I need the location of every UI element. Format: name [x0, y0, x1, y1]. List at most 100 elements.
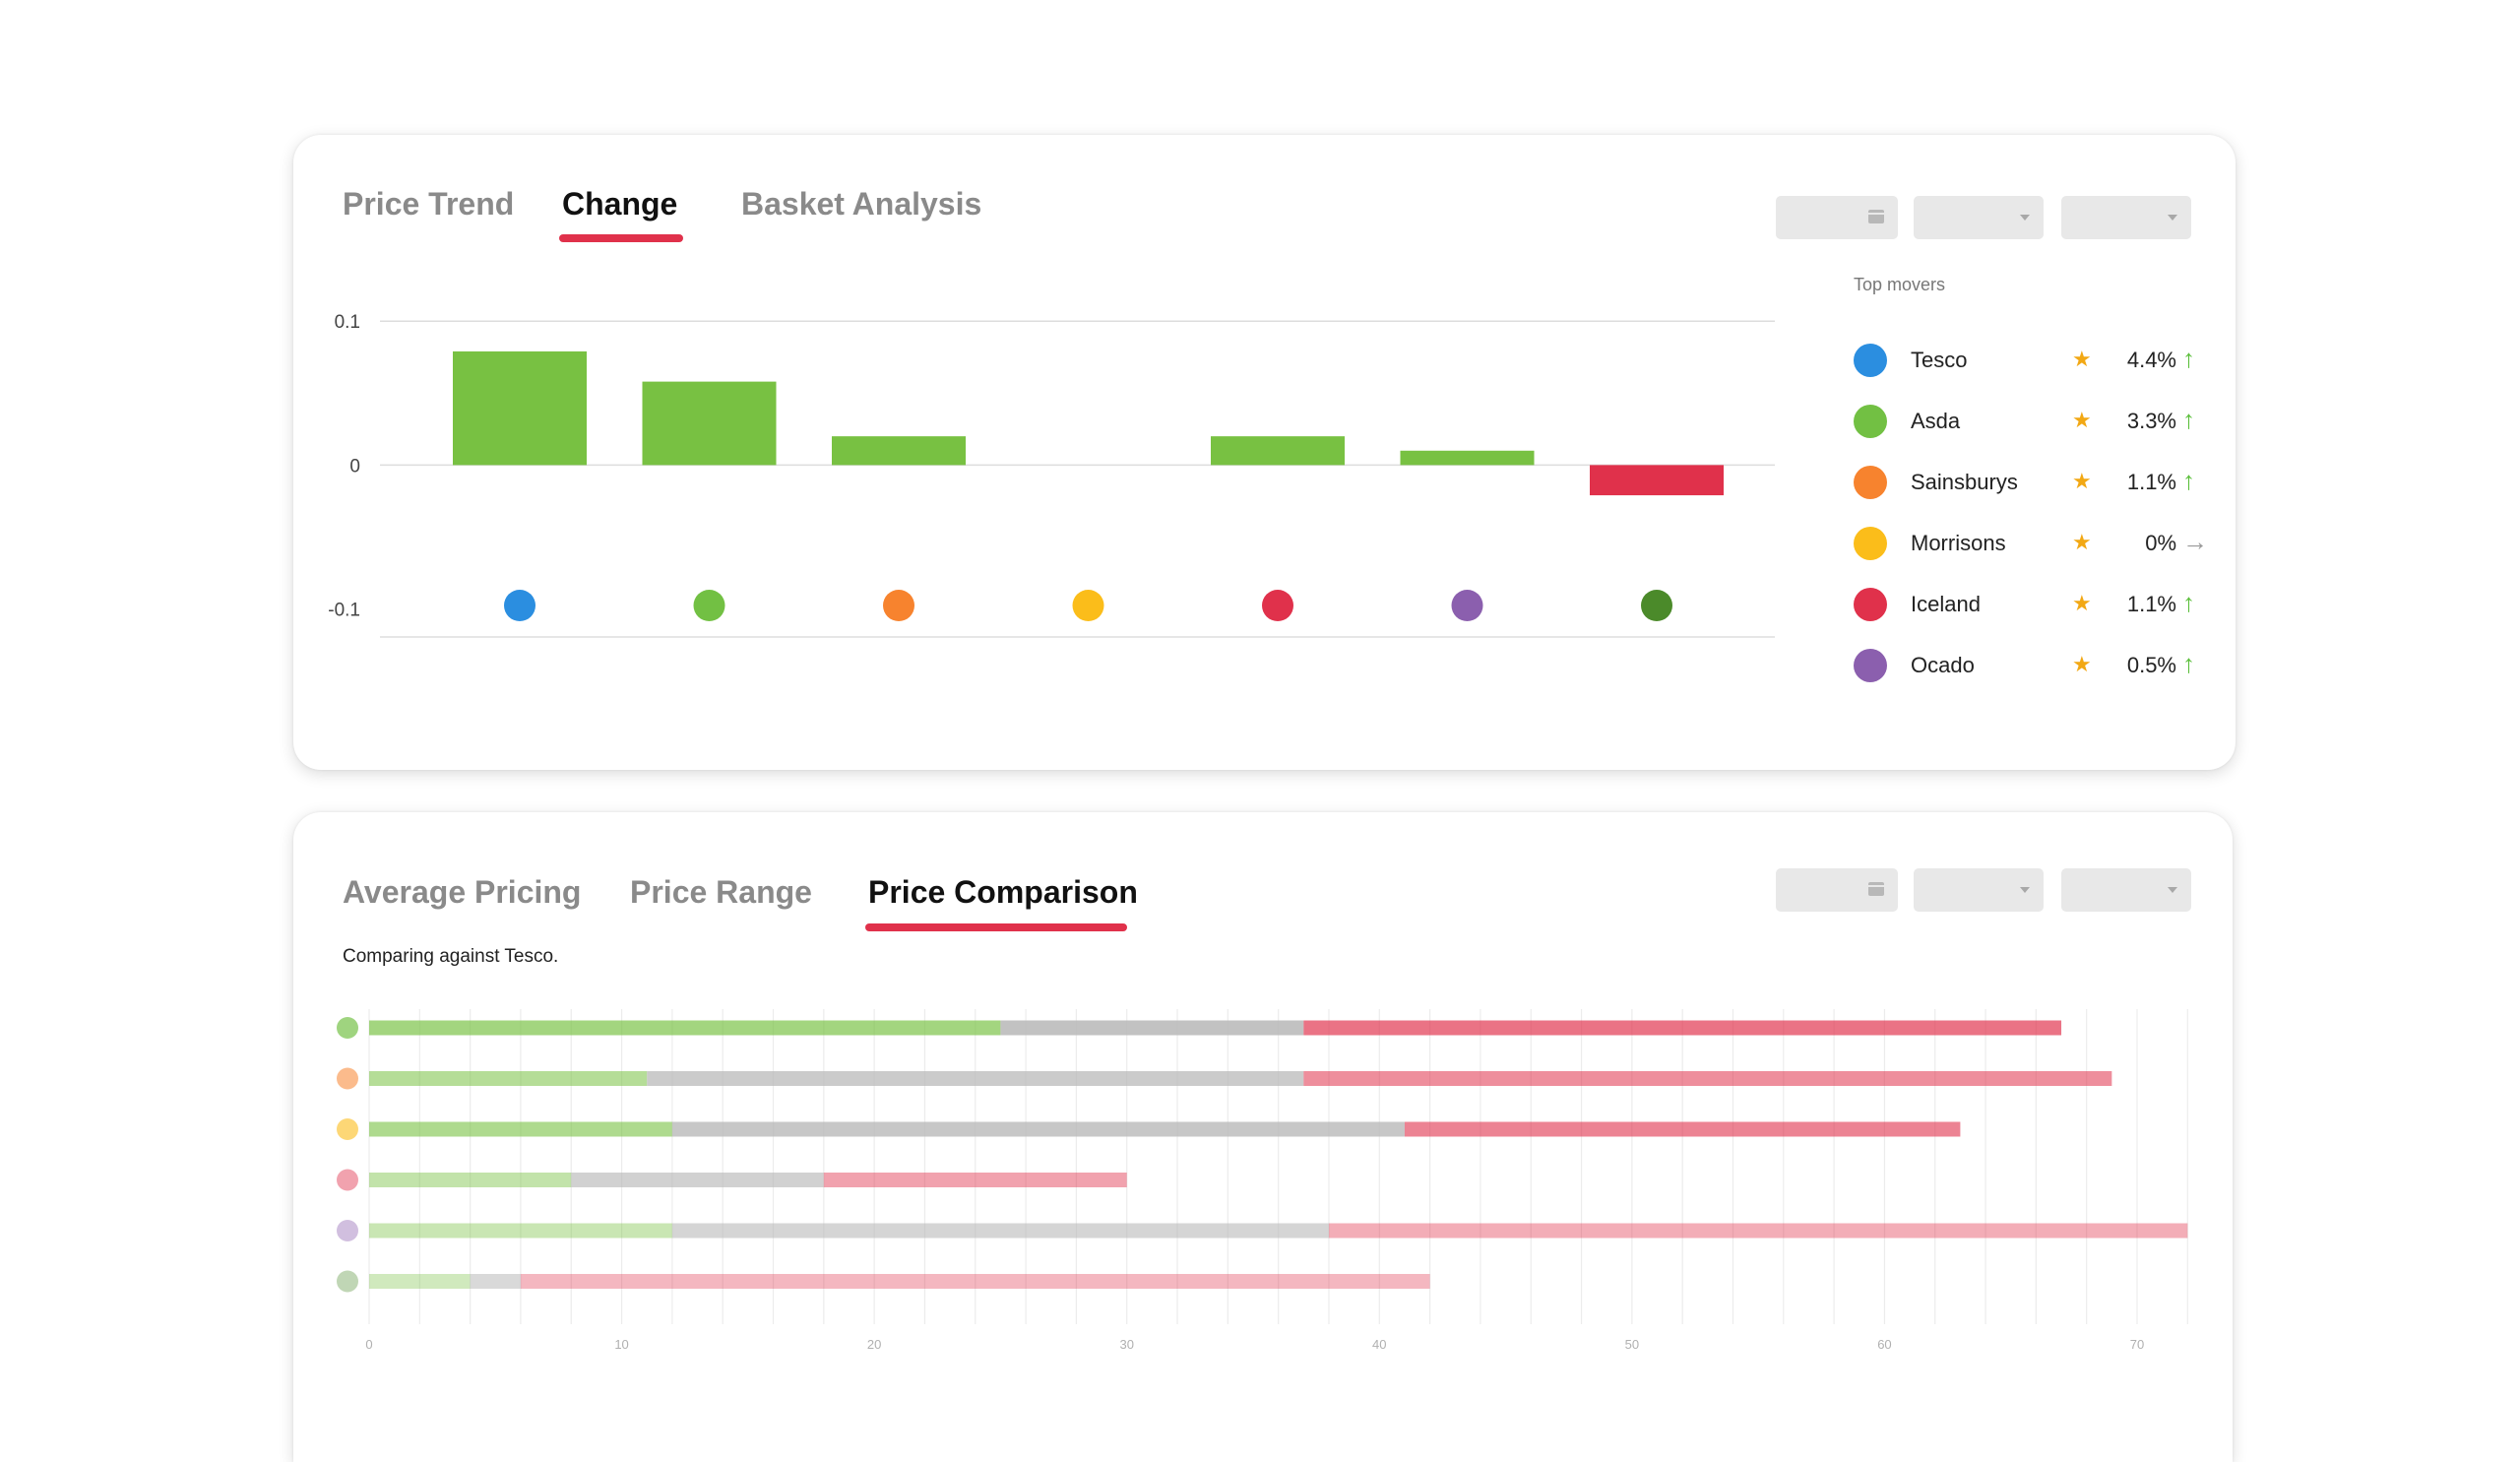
change-bar[interactable]: [453, 350, 587, 466]
retailer-color-dot: [1854, 344, 1887, 377]
y-tick-label: 0.1: [335, 312, 360, 333]
x-tick-label: 60: [1877, 1337, 1891, 1352]
retailer-name: Sainsburys: [1911, 470, 2018, 494]
comparison-segment[interactable]: [1303, 1020, 2062, 1036]
calendar-icon: [1868, 882, 1884, 896]
arrow-up-icon: ↑: [2182, 466, 2195, 495]
tab-price-comparison[interactable]: Price Comparison: [868, 874, 1138, 910]
star-icon[interactable]: ★: [2072, 347, 2092, 371]
star-icon[interactable]: ★: [2072, 408, 2092, 432]
star-icon[interactable]: ★: [2072, 591, 2092, 615]
retailer-name: Tesco: [1911, 348, 1968, 372]
x-tick-label: 0: [365, 1337, 372, 1352]
retailer-name: Ocado: [1911, 653, 1975, 677]
star-icon[interactable]: ★: [2072, 469, 2092, 493]
y-tick-label: 0: [349, 456, 360, 477]
comparison-segment[interactable]: [369, 1173, 572, 1187]
retailer-name: Asda: [1911, 409, 1961, 433]
comparison-segment[interactable]: [369, 1020, 1001, 1036]
change-bar[interactable]: [832, 436, 966, 466]
retailer-color-dot: [1854, 466, 1887, 499]
tab-average-pricing[interactable]: Average Pricing: [343, 874, 582, 910]
change-bar[interactable]: [1211, 436, 1345, 466]
tab-basket-analysis[interactable]: Basket Analysis: [741, 186, 982, 222]
arrow-up-icon: ↑: [2182, 588, 2195, 617]
top-mover-row[interactable]: Ocado ★ 0.5% ↑: [1854, 647, 2218, 686]
row-marker: [337, 1169, 358, 1191]
comparison-segment[interactable]: [470, 1274, 521, 1289]
comparison-segment[interactable]: [369, 1121, 672, 1137]
change-bar-chart: 0.1 0 -0.1: [328, 312, 1775, 638]
x-tick-label: 50: [1625, 1337, 1639, 1352]
filter-select-2[interactable]: [2061, 868, 2191, 912]
change-percent: 3.3%: [2126, 409, 2176, 433]
price-comparison-chart: 0 10 20 30 40 50 60 70: [337, 1009, 2188, 1352]
category-marker: [504, 590, 536, 621]
retailer-color-dot: [1854, 405, 1887, 438]
active-tab-indicator: [559, 234, 683, 242]
filter-select-1[interactable]: [1914, 868, 2044, 912]
category-marker: [1072, 590, 1104, 621]
category-marker: [1451, 590, 1483, 621]
change-bar[interactable]: [642, 381, 777, 466]
comparison-segment[interactable]: [369, 1071, 648, 1086]
retailer-name: Morrisons: [1911, 531, 2006, 555]
comparison-segment[interactable]: [647, 1071, 1304, 1086]
category-marker: [1262, 590, 1293, 621]
retailer-color-dot: [1854, 649, 1887, 682]
row-marker: [337, 1067, 358, 1090]
tab-price-trend[interactable]: Price Trend: [343, 186, 515, 222]
filter-select-2[interactable]: [2061, 196, 2191, 239]
change-percent: 0.5%: [2126, 653, 2176, 677]
arrow-up-icon: ↑: [2182, 405, 2195, 434]
comparison-segment[interactable]: [671, 1223, 1329, 1239]
top-mover-row[interactable]: Sainsburys ★ 1.1% ↑: [1854, 464, 2218, 503]
chevron-down-icon: [2020, 215, 2030, 221]
change-bar[interactable]: [1590, 465, 1724, 496]
comparison-segment[interactable]: [823, 1173, 1127, 1187]
row-marker: [337, 1220, 358, 1241]
arrow-up-icon: ↑: [2182, 344, 2195, 373]
category-marker: [1641, 590, 1672, 621]
retailer-color-dot: [1854, 527, 1887, 560]
top-mover-row[interactable]: Tesco ★ 4.4% ↑: [1854, 342, 2218, 381]
comparison-segment[interactable]: [520, 1274, 1430, 1289]
comparison-segment[interactable]: [1303, 1071, 2112, 1086]
change-percent: 0%: [2145, 531, 2176, 555]
star-icon[interactable]: ★: [2072, 530, 2092, 554]
row-marker: [337, 1017, 358, 1039]
tab-change[interactable]: Change: [562, 186, 678, 222]
chevron-down-icon: [2168, 887, 2177, 893]
x-tick-label: 10: [614, 1337, 628, 1352]
top-mover-row[interactable]: Morrisons ★ 0% →: [1854, 525, 2218, 564]
change-percent: 4.4%: [2126, 348, 2176, 372]
comparison-subtitle: Comparing against Tesco.: [343, 946, 559, 967]
x-tick-label: 20: [867, 1337, 881, 1352]
comparison-segment[interactable]: [571, 1173, 824, 1187]
chevron-down-icon: [2168, 215, 2177, 221]
top-mover-row[interactable]: Iceland ★ 1.1% ↑: [1854, 586, 2218, 625]
retailer-color-dot: [1854, 588, 1887, 621]
arrow-right-icon: →: [2182, 527, 2208, 556]
comparison-segment[interactable]: [369, 1223, 672, 1239]
comparison-segment[interactable]: [1000, 1020, 1304, 1036]
comparison-segment[interactable]: [1404, 1121, 1961, 1137]
arrow-up-icon: ↑: [2182, 649, 2195, 678]
date-picker[interactable]: [1776, 868, 1898, 912]
x-tick-label: 40: [1372, 1337, 1386, 1352]
top-mover-row[interactable]: Asda ★ 3.3% ↑: [1854, 403, 2218, 442]
comparison-segment[interactable]: [369, 1274, 471, 1289]
calendar-icon: [1868, 210, 1884, 223]
tab-price-range[interactable]: Price Range: [630, 874, 812, 910]
change-percent: 1.1%: [2126, 592, 2176, 616]
date-picker[interactable]: [1776, 196, 1898, 239]
y-tick-label: -0.1: [328, 601, 360, 621]
top-movers-title: Top movers: [1854, 275, 1946, 294]
chevron-down-icon: [2020, 887, 2030, 893]
filter-select-1[interactable]: [1914, 196, 2044, 239]
comparison-panel: Average Pricing Price Range Price Compar…: [293, 812, 2233, 1462]
comparison-segment[interactable]: [671, 1121, 1405, 1137]
star-icon[interactable]: ★: [2072, 652, 2092, 676]
change-bar[interactable]: [1400, 450, 1535, 466]
comparison-segment[interactable]: [1328, 1223, 2188, 1239]
